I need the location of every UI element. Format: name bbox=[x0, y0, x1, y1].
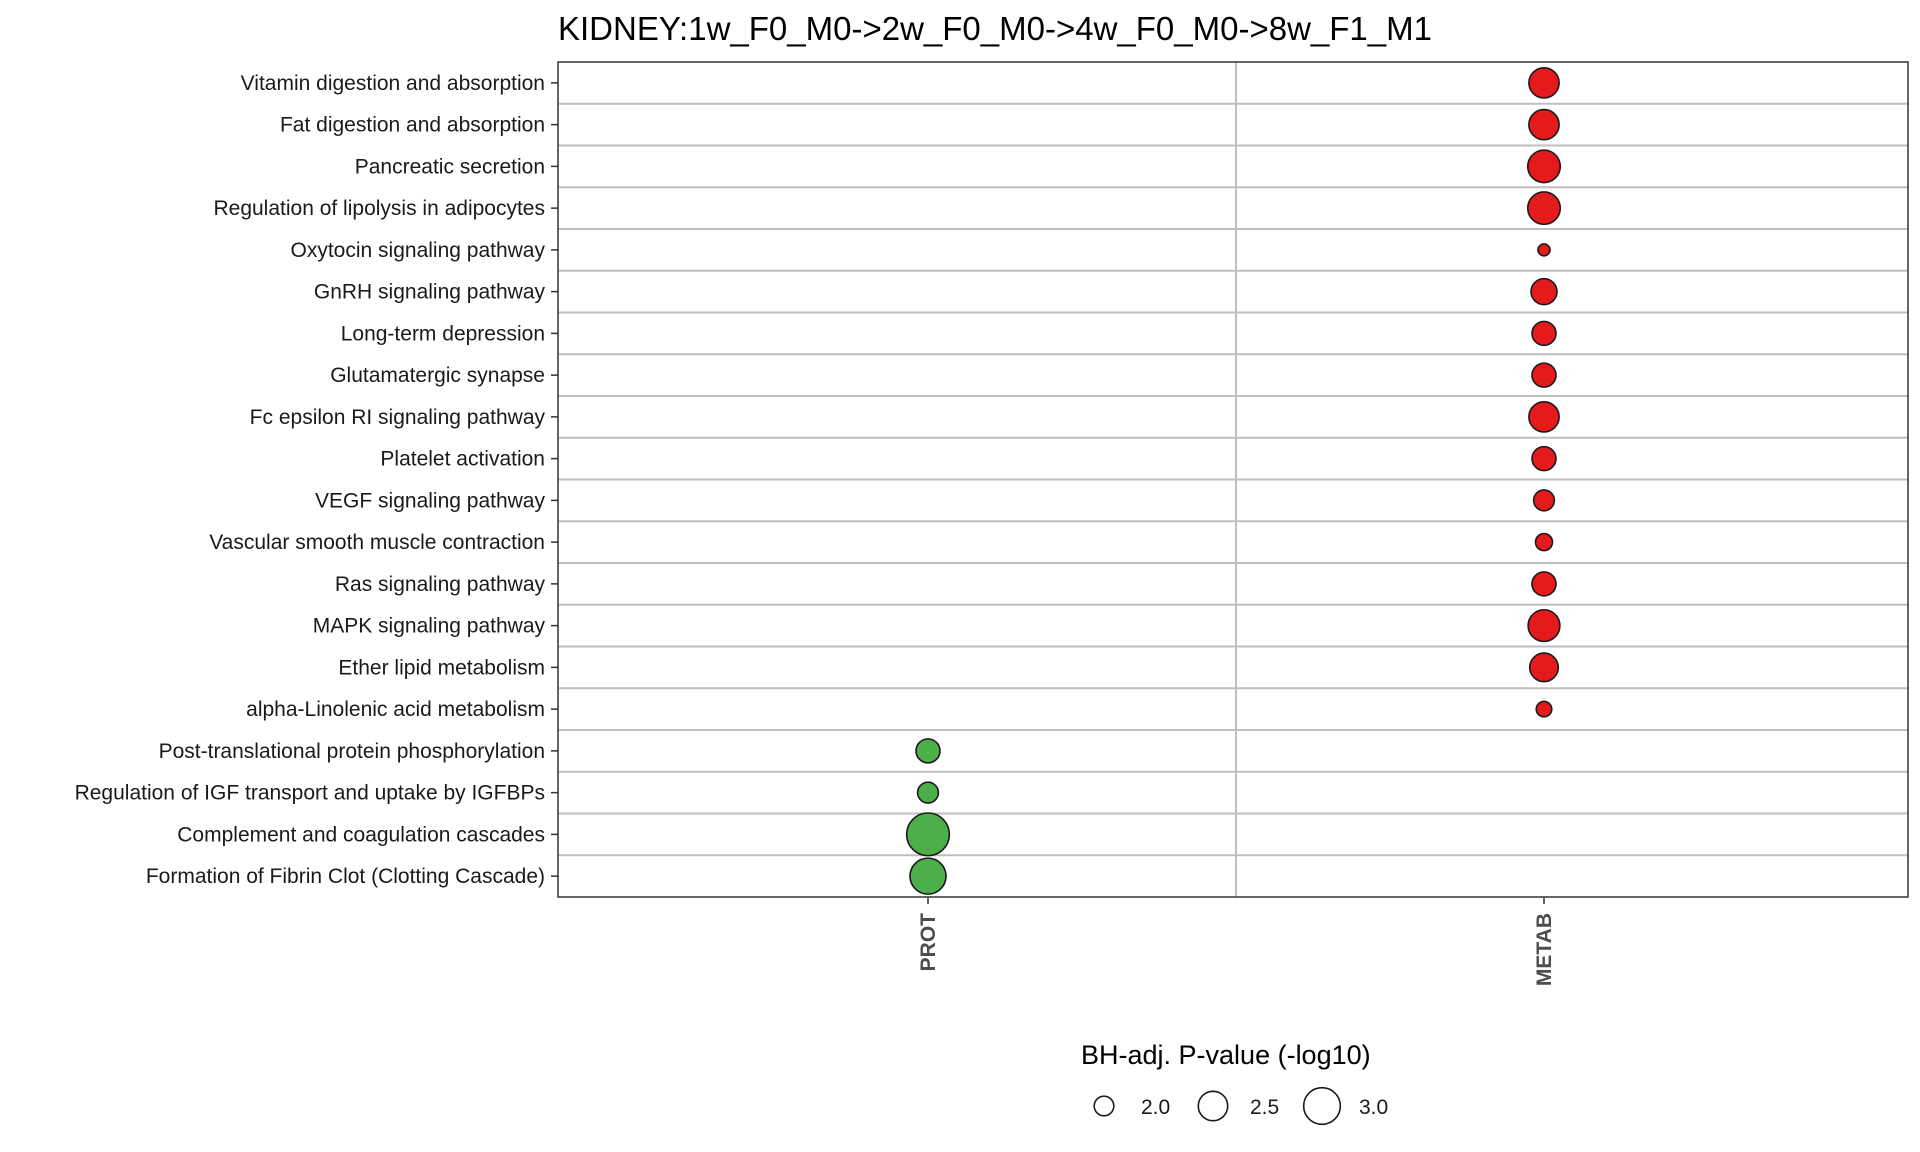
point-metab-oxytocin-signaling-pathway bbox=[1537, 243, 1551, 257]
row-label-gnrh-signaling-pathway: GnRH signaling pathway bbox=[314, 281, 546, 304]
y-axis-labels: Vitamin digestion and absorption Fat dige… bbox=[75, 72, 546, 888]
point-metab-mapk-signaling-pathway bbox=[1527, 608, 1561, 643]
grid-lines bbox=[558, 62, 1908, 897]
point-metab-fat-digestion-and-absorption bbox=[1528, 108, 1560, 141]
point-metab-regulation-of-lipolysis-in-adipocytes bbox=[1526, 191, 1562, 226]
column-label-prot: PROT bbox=[917, 913, 940, 972]
point-metab-alpha-linolenic-acid-metabolism bbox=[1535, 700, 1553, 718]
point-metab-fc-epsilon-ri-signaling-pathway bbox=[1528, 400, 1560, 433]
size-legend: BH-adj. P-value (-log10) 2.0 2.5 3.0 bbox=[1081, 1040, 1388, 1126]
row-label-regulation-of-lipolysis-in-adipocytes: Regulation of lipolysis in adipocytes bbox=[213, 197, 545, 220]
row-label-fat-digestion-and-absorption: Fat digestion and absorption bbox=[280, 114, 545, 137]
point-prot-complement-and-coagulation-cascades bbox=[905, 812, 951, 857]
plot-panel-border bbox=[557, 61, 1909, 898]
point-metab-gnrh-signaling-pathway bbox=[1530, 277, 1558, 306]
row-label-alpha-linolenic-acid-metabolism: alpha-Linolenic acid metabolism bbox=[246, 698, 545, 721]
legend-circle-3-0 bbox=[1302, 1086, 1342, 1126]
x-axis-labels: PROT METAB bbox=[917, 913, 1556, 986]
axis-ticks bbox=[551, 82, 1545, 904]
legend-title: BH-adj. P-value (-log10) bbox=[1081, 1040, 1371, 1070]
row-label-ras-signaling-pathway: Ras signaling pathway bbox=[335, 573, 546, 596]
row-label-vascular-smooth-muscle-contraction: Vascular smooth muscle contraction bbox=[209, 531, 545, 554]
row-label-fc-epsilon-ri-signaling-pathway: Fc epsilon RI signaling pathway bbox=[250, 406, 546, 429]
point-metab-vitamin-digestion-and-absorption bbox=[1528, 66, 1560, 99]
legend-circle-2-0 bbox=[1093, 1095, 1115, 1117]
row-label-complement-and-coagulation-cascades: Complement and coagulation cascades bbox=[177, 823, 545, 846]
row-label-regulation-of-igf-transport-and-uptake-by-igfbps: Regulation of IGF transport and uptake b… bbox=[75, 782, 545, 805]
row-label-glutamatergic-synapse: Glutamatergic synapse bbox=[330, 364, 545, 387]
row-label-mapk-signaling-pathway: MAPK signaling pathway bbox=[313, 615, 546, 638]
row-label-vegf-signaling-pathway: VEGF signaling pathway bbox=[315, 489, 545, 512]
row-label-platelet-activation: Platelet activation bbox=[380, 448, 545, 471]
row-label-vitamin-digestion-and-absorption: Vitamin digestion and absorption bbox=[241, 72, 545, 95]
point-metab-vascular-smooth-muscle-contraction bbox=[1534, 532, 1554, 552]
point-metab-platelet-activation bbox=[1531, 445, 1557, 472]
row-label-post-translational-protein-phosphorylation: Post-translational protein phosphorylati… bbox=[159, 740, 545, 763]
legend-circle-2-5 bbox=[1197, 1090, 1229, 1122]
row-label-oxytocin-signaling-pathway: Oxytocin signaling pathway bbox=[291, 239, 546, 262]
row-label-formation-of-fibrin-clot-clotting-cascade: Formation of Fibrin Clot (Clotting Casca… bbox=[146, 865, 545, 888]
point-prot-formation-of-fibrin-clot-clotting-cascade bbox=[909, 857, 947, 895]
point-prot-post-translational-protein-phosphorylation bbox=[915, 738, 941, 764]
column-label-metab: METAB bbox=[1533, 913, 1556, 986]
row-label-pancreatic-secretion: Pancreatic secretion bbox=[355, 155, 545, 178]
point-metab-vegf-signaling-pathway bbox=[1532, 489, 1556, 512]
chart-title: KIDNEY:1w_F0_M0->2w_F0_M0->4w_F0_M0->8w_… bbox=[558, 10, 1432, 47]
point-prot-regulation-of-igf-transport-and-uptake-by-igfbps bbox=[916, 781, 940, 804]
row-label-long-term-depression: Long-term depression bbox=[341, 322, 545, 345]
point-metab-ras-signaling-pathway bbox=[1531, 571, 1557, 597]
point-metab-pancreatic-secretion bbox=[1526, 149, 1562, 184]
point-metab-glutamatergic-synapse bbox=[1531, 362, 1557, 388]
legend-items: 2.0 2.5 3.0 bbox=[1093, 1086, 1388, 1126]
legend-label-2-0: 2.0 bbox=[1141, 1096, 1170, 1119]
point-metab-ether-lipid-metabolism bbox=[1528, 652, 1560, 683]
point-metab-long-term-depression bbox=[1531, 320, 1557, 347]
data-points bbox=[905, 66, 1562, 895]
row-label-ether-lipid-metabolism: Ether lipid metabolism bbox=[338, 656, 545, 679]
legend-label-2-5: 2.5 bbox=[1250, 1096, 1279, 1119]
legend-label-3-0: 3.0 bbox=[1359, 1096, 1388, 1119]
